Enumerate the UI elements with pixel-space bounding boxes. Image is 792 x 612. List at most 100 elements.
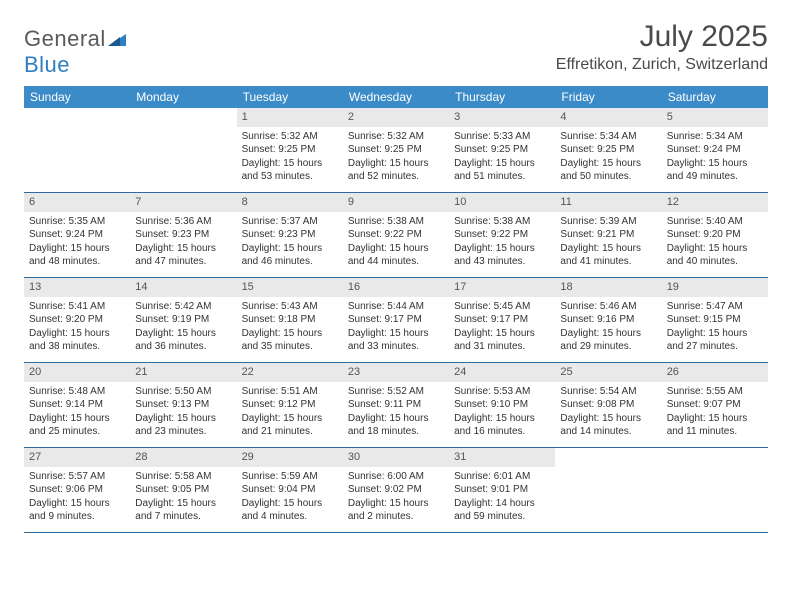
day-cell: 1 Sunrise: 5:32 AMSunset: 9:25 PMDaylight…	[237, 108, 343, 192]
day-body: Sunrise: 5:37 AMSunset: 9:23 PMDaylight:…	[237, 212, 343, 275]
sunrise-line: Sunrise: 5:57 AM	[29, 470, 125, 484]
brand-name: GeneralBlue	[24, 26, 126, 78]
daylight-line: Daylight: 15 hours and 46 minutes.	[242, 242, 338, 269]
sunset-line: Sunset: 9:17 PM	[454, 313, 550, 327]
day-number: 23	[343, 363, 449, 382]
sunset-line: Sunset: 9:23 PM	[135, 228, 231, 242]
day-number: 10	[449, 193, 555, 212]
sunrise-line: Sunrise: 5:54 AM	[560, 385, 656, 399]
daylight-line: Daylight: 15 hours and 25 minutes.	[29, 412, 125, 439]
sunrise-line: Sunrise: 6:00 AM	[348, 470, 444, 484]
week-row: 20Sunrise: 5:48 AMSunset: 9:14 PMDayligh…	[24, 363, 768, 448]
day-number: 21	[130, 363, 236, 382]
sunrise-line: Sunrise: 5:32 AM	[348, 130, 444, 144]
day-cell: 4Sunrise: 5:34 AMSunset: 9:25 PMDaylight…	[555, 108, 661, 192]
daylight-line: Daylight: 15 hours and 16 minutes.	[454, 412, 550, 439]
sunset-line: Sunset: 9:22 PM	[348, 228, 444, 242]
daylight-line: Daylight: 15 hours and 49 minutes.	[667, 157, 763, 184]
month-title: July 2025	[556, 20, 768, 54]
sunrise-line: Sunrise: 5:42 AM	[135, 300, 231, 314]
daylight-line: Daylight: 15 hours and 40 minutes.	[667, 242, 763, 269]
sunset-line: Sunset: 9:21 PM	[560, 228, 656, 242]
day-body: Sunrise: 5:59 AMSunset: 9:04 PMDaylight:…	[237, 467, 343, 530]
day-number: 1	[237, 108, 343, 127]
day-body: Sunrise: 5:38 AMSunset: 9:22 PMDaylight:…	[449, 212, 555, 275]
day-body: Sunrise: 5:43 AMSunset: 9:18 PMDaylight:…	[237, 297, 343, 360]
sunrise-line: Sunrise: 5:43 AM	[242, 300, 338, 314]
sunset-line: Sunset: 9:20 PM	[29, 313, 125, 327]
calendar-page: GeneralBlue July 2025 Effretikon, Zurich…	[0, 0, 792, 553]
sunrise-line: Sunrise: 5:52 AM	[348, 385, 444, 399]
sunset-line: Sunset: 9:17 PM	[348, 313, 444, 327]
day-cell: 6Sunrise: 5:35 AMSunset: 9:24 PMDaylight…	[24, 193, 130, 277]
day-cell: 15Sunrise: 5:43 AMSunset: 9:18 PMDayligh…	[237, 278, 343, 362]
day-body: Sunrise: 5:32 AMSunset: 9:25 PMDaylight:…	[343, 127, 449, 190]
day-cell: 22Sunrise: 5:51 AMSunset: 9:12 PMDayligh…	[237, 363, 343, 447]
sunrise-line: Sunrise: 5:39 AM	[560, 215, 656, 229]
day-number: 2	[343, 108, 449, 127]
sunset-line: Sunset: 9:25 PM	[242, 143, 338, 157]
day-cell: 19Sunrise: 5:47 AMSunset: 9:15 PMDayligh…	[662, 278, 768, 362]
sunrise-line: Sunrise: 5:32 AM	[242, 130, 338, 144]
day-number: 31	[449, 448, 555, 467]
brand-name-b: Blue	[24, 52, 70, 77]
day-number: 9	[343, 193, 449, 212]
day-number: 27	[24, 448, 130, 467]
day-body: Sunrise: 5:41 AMSunset: 9:20 PMDaylight:…	[24, 297, 130, 360]
day-body: Sunrise: 5:52 AMSunset: 9:11 PMDaylight:…	[343, 382, 449, 445]
sunset-line: Sunset: 9:08 PM	[560, 398, 656, 412]
day-body: Sunrise: 5:58 AMSunset: 9:05 PMDaylight:…	[130, 467, 236, 530]
sunset-line: Sunset: 9:15 PM	[667, 313, 763, 327]
day-cell: 26Sunrise: 5:55 AMSunset: 9:07 PMDayligh…	[662, 363, 768, 447]
day-cell: 23Sunrise: 5:52 AMSunset: 9:11 PMDayligh…	[343, 363, 449, 447]
day-cell: 30Sunrise: 6:00 AMSunset: 9:02 PMDayligh…	[343, 448, 449, 532]
sunset-line: Sunset: 9:12 PM	[242, 398, 338, 412]
sunrise-line: Sunrise: 5:37 AM	[242, 215, 338, 229]
calendar-grid: SundayMondayTuesdayWednesdayThursdayFrid…	[24, 86, 768, 533]
day-cell: 24Sunrise: 5:53 AMSunset: 9:10 PMDayligh…	[449, 363, 555, 447]
day-body: Sunrise: 5:36 AMSunset: 9:23 PMDaylight:…	[130, 212, 236, 275]
day-number: 4	[555, 108, 661, 127]
daylight-line: Daylight: 15 hours and 33 minutes.	[348, 327, 444, 354]
sunset-line: Sunset: 9:11 PM	[348, 398, 444, 412]
daylight-line: Daylight: 15 hours and 53 minutes.	[242, 157, 338, 184]
day-number: 5	[662, 108, 768, 127]
day-body: Sunrise: 5:44 AMSunset: 9:17 PMDaylight:…	[343, 297, 449, 360]
sunrise-line: Sunrise: 5:40 AM	[667, 215, 763, 229]
daylight-line: Daylight: 15 hours and 18 minutes.	[348, 412, 444, 439]
sunrise-line: Sunrise: 5:51 AM	[242, 385, 338, 399]
daylight-line: Daylight: 15 hours and 14 minutes.	[560, 412, 656, 439]
sunrise-line: Sunrise: 5:33 AM	[454, 130, 550, 144]
day-cell: 18Sunrise: 5:46 AMSunset: 9:16 PMDayligh…	[555, 278, 661, 362]
sunrise-line: Sunrise: 5:47 AM	[667, 300, 763, 314]
daylight-line: Daylight: 15 hours and 35 minutes.	[242, 327, 338, 354]
sunset-line: Sunset: 9:10 PM	[454, 398, 550, 412]
title-block: July 2025 Effretikon, Zurich, Switzerlan…	[556, 20, 768, 74]
day-cell: 9Sunrise: 5:38 AMSunset: 9:22 PMDaylight…	[343, 193, 449, 277]
day-number: 15	[237, 278, 343, 297]
day-cell: 2Sunrise: 5:32 AMSunset: 9:25 PMDaylight…	[343, 108, 449, 192]
sunset-line: Sunset: 9:24 PM	[29, 228, 125, 242]
week-row: 13Sunrise: 5:41 AMSunset: 9:20 PMDayligh…	[24, 278, 768, 363]
day-cell: 12Sunrise: 5:40 AMSunset: 9:20 PMDayligh…	[662, 193, 768, 277]
sunrise-line: Sunrise: 5:58 AM	[135, 470, 231, 484]
daylight-line: Daylight: 15 hours and 36 minutes.	[135, 327, 231, 354]
day-number: 19	[662, 278, 768, 297]
day-body: Sunrise: 5:57 AMSunset: 9:06 PMDaylight:…	[24, 467, 130, 530]
page-header: GeneralBlue July 2025 Effretikon, Zurich…	[24, 20, 768, 78]
sunrise-line: Sunrise: 5:44 AM	[348, 300, 444, 314]
sunrise-line: Sunrise: 5:48 AM	[29, 385, 125, 399]
brand-name-a: General	[24, 26, 106, 51]
day-number: 29	[237, 448, 343, 467]
daylight-line: Daylight: 15 hours and 51 minutes.	[454, 157, 550, 184]
day-cell: 7Sunrise: 5:36 AMSunset: 9:23 PMDaylight…	[130, 193, 236, 277]
day-body: Sunrise: 5:39 AMSunset: 9:21 PMDaylight:…	[555, 212, 661, 275]
sunset-line: Sunset: 9:24 PM	[667, 143, 763, 157]
day-number: 11	[555, 193, 661, 212]
brand-logo: GeneralBlue	[24, 20, 126, 78]
sunset-line: Sunset: 9:06 PM	[29, 483, 125, 497]
sunrise-line: Sunrise: 5:41 AM	[29, 300, 125, 314]
daylight-line: Daylight: 15 hours and 47 minutes.	[135, 242, 231, 269]
day-cell: 28Sunrise: 5:58 AMSunset: 9:05 PMDayligh…	[130, 448, 236, 532]
sunrise-line: Sunrise: 5:34 AM	[667, 130, 763, 144]
